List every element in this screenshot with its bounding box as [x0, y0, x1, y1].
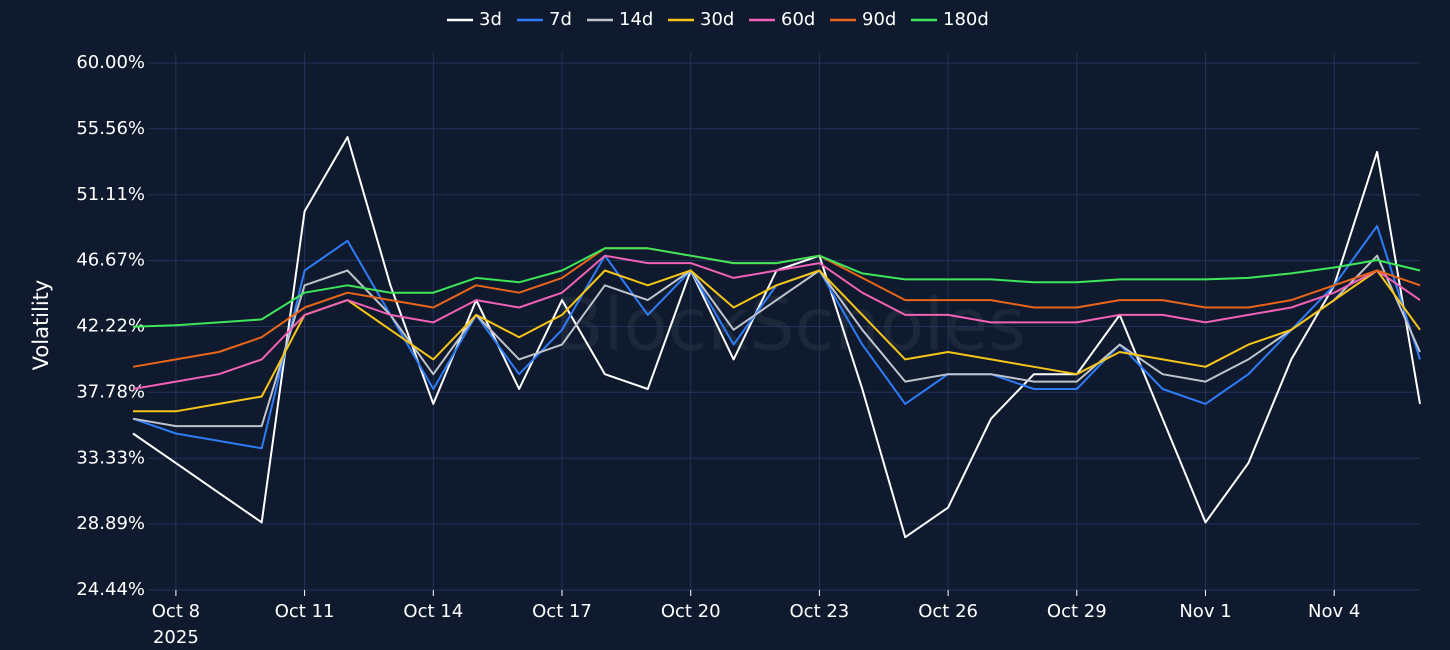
legend-label: 60d: [781, 9, 815, 30]
legend-label: 3d: [479, 9, 502, 30]
x-tick-label: Oct 23: [790, 601, 850, 622]
x-tick-label: Oct 11: [275, 601, 335, 622]
series-line: [132, 254, 1421, 428]
x-tick-label: Nov 4: [1308, 601, 1360, 622]
x-tick-label: Oct 26: [918, 601, 978, 622]
series-line: [132, 254, 1421, 390]
x-tick-label: Oct 17: [532, 601, 592, 622]
y-tick-label: 46.67%: [76, 250, 145, 271]
legend-label: 7d: [549, 9, 572, 30]
x-year-label: 2025: [153, 627, 199, 648]
x-tick-label: Oct 29: [1047, 601, 1107, 622]
y-tick-label: 55.56%: [76, 118, 145, 139]
legend-label: 14d: [619, 9, 653, 30]
y-tick-label: 33.33%: [76, 447, 145, 468]
y-tick-label: 60.00%: [76, 52, 145, 73]
y-tick-label: 51.11%: [76, 184, 145, 205]
y-tick-label: 37.78%: [76, 381, 145, 402]
legend-label: 30d: [700, 9, 734, 30]
legend-label: 180d: [943, 9, 989, 30]
y-tick-label: 28.89%: [76, 513, 145, 534]
y-tick-label: 24.44%: [76, 579, 145, 600]
y-tick-label: 42.22%: [76, 316, 145, 337]
x-tick-label: Oct 14: [403, 601, 463, 622]
series-line: [132, 247, 1421, 328]
x-tick-label: Oct 8: [152, 601, 200, 622]
legend-label: 90d: [862, 9, 896, 30]
x-tick-label: Nov 1: [1179, 601, 1231, 622]
y-axis-label: Volatility: [29, 280, 53, 371]
x-tick-label: Oct 20: [661, 601, 721, 622]
